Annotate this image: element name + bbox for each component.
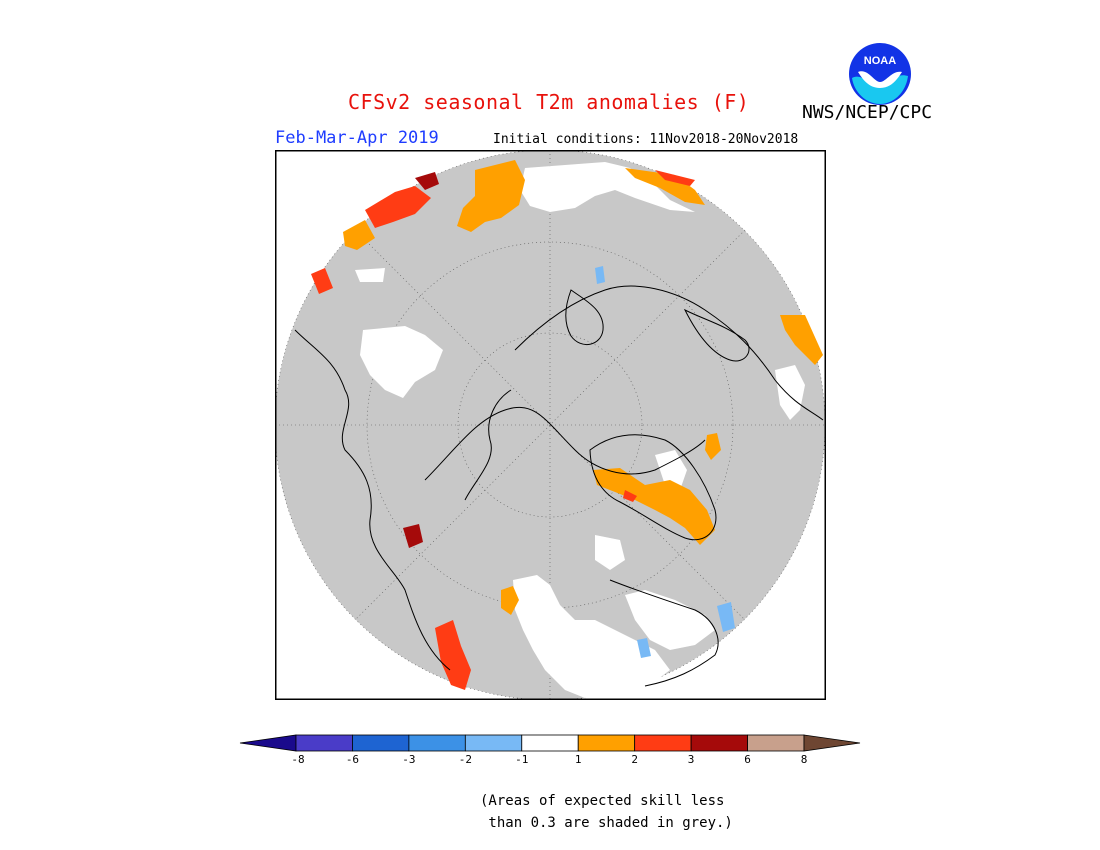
colorbar-tick-label: -1 — [515, 753, 528, 766]
skill-note-line1: (Areas of expected skill less — [480, 793, 725, 809]
colorbar-bin-10 — [803, 734, 861, 752]
colorbar-tick-label: -6 — [346, 753, 359, 766]
colorbar-tick-label: 3 — [688, 753, 695, 766]
anomaly-plus1-plus2 — [343, 160, 823, 615]
colorbar-bin-3 — [408, 734, 466, 752]
colorbar-tick-label: -2 — [459, 753, 472, 766]
colorbar-bin-0 — [239, 734, 297, 752]
colorbar-bin-6 — [577, 734, 636, 752]
colorbar-legend: -8 -6 -3 -2 -1 1 2 3 6 8 — [239, 734, 861, 766]
season-label: Feb-Mar-Apr 2019 — [275, 128, 439, 148]
colorbar-bin-4 — [464, 734, 523, 752]
colorbar-bin-5 — [521, 734, 579, 752]
colorbar-tick-label: 8 — [801, 753, 808, 766]
colorbar-tick-label: 1 — [575, 753, 582, 766]
colorbar-bin-8 — [690, 734, 748, 752]
colorbar-bin-7 — [634, 734, 692, 752]
anomaly-plus3-plus6 — [403, 172, 439, 548]
colorbar-tick-label: 6 — [744, 753, 751, 766]
colorbar-bin-9 — [747, 734, 805, 752]
colorbar-tick-label: -8 — [291, 753, 304, 766]
skill-note: (Areas of expected skill less than 0.3 a… — [480, 790, 733, 834]
anomaly-map — [275, 150, 826, 700]
agency-label: NWS/NCEP/CPC — [802, 102, 933, 123]
noaa-logo: NOAA — [849, 43, 911, 105]
initial-conditions-label: Initial conditions: 11Nov2018-20Nov2018 — [493, 132, 799, 147]
anomaly-near-normal — [355, 162, 805, 698]
anomaly-plus2-plus3 — [311, 170, 695, 690]
hemisphere-disc — [275, 150, 825, 700]
coastlines — [294, 285, 824, 687]
colorbar-tick-label: 2 — [631, 753, 638, 766]
colorbar-tick-label: -3 — [402, 753, 415, 766]
anomaly-minus1-minus2 — [595, 266, 735, 658]
skill-note-line2: than 0.3 are shaded in grey.) — [480, 815, 733, 831]
map-title: CFSv2 seasonal T2m anomalies (F) — [348, 90, 750, 114]
colorbar-bin-1 — [295, 734, 353, 752]
noaa-logo-text: NOAA — [864, 55, 896, 67]
colorbar-bin-2 — [352, 734, 410, 752]
